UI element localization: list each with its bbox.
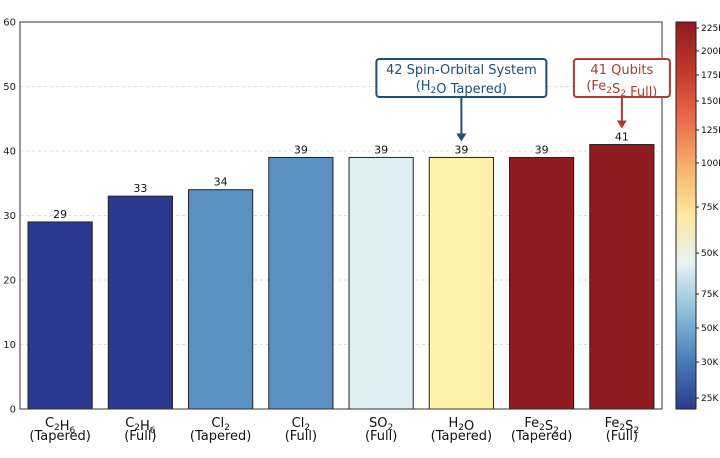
bar xyxy=(509,156,575,410)
annotation-text: 41 Qubits xyxy=(590,63,653,78)
bar-value-label: 29 xyxy=(53,208,67,221)
bars xyxy=(27,144,655,410)
annotation: 42 Spin-Orbital System(H2O Tapered) xyxy=(375,58,548,142)
x-tick-variant: (Tapered) xyxy=(29,429,90,444)
bar-value-label: 39 xyxy=(535,143,549,156)
x-tick-label: SO2 xyxy=(369,416,393,433)
x-tick-label: Fe2S2 xyxy=(605,416,640,436)
colorbar-tick-label: 125K xyxy=(701,126,720,136)
colorbar-tick-label: 100K xyxy=(701,159,720,169)
colorbar-tick-label: 25K xyxy=(701,394,719,404)
colorbar-tick-label: 175K xyxy=(701,71,720,81)
y-tick-label: 40 xyxy=(3,147,16,158)
colorbar-tick-label: 75K xyxy=(701,290,719,300)
y-tick-label: 30 xyxy=(3,211,16,222)
x-tick-variant: (Full) xyxy=(606,429,638,444)
colorbar-tick-label: 200K xyxy=(701,47,720,57)
bar-value-label: 41 xyxy=(615,131,629,144)
y-tick-label: 10 xyxy=(3,340,16,351)
y-tick-label: 20 xyxy=(3,276,16,287)
bar xyxy=(188,189,254,410)
bar xyxy=(348,156,414,410)
annotation-text: 42 Spin-Orbital System xyxy=(386,63,537,78)
colorbar-tick-label: 75K xyxy=(701,203,719,213)
annotations: 42 Spin-Orbital System(H2O Tapered) 41 Qu… xyxy=(375,58,671,142)
colorbar-tick-label: 30K xyxy=(701,358,719,368)
bar-value-label: 33 xyxy=(133,182,147,195)
x-tick-variant: (Full) xyxy=(365,429,397,444)
x-tick-variant: (Tapered) xyxy=(190,429,251,444)
x-tick-label: C2H6 xyxy=(45,416,76,436)
x-tick-variant: (Tapered) xyxy=(511,429,572,444)
bar-value-label: 34 xyxy=(214,176,228,189)
plot-frame xyxy=(19,21,663,410)
annotation-text-sub: (Fe2S2 Full) xyxy=(586,79,657,100)
x-tick-variant: (Tapered) xyxy=(431,429,492,444)
bar-value-label: 39 xyxy=(454,143,468,156)
annotation-text-sub: (H2O Tapered) xyxy=(416,79,507,97)
y-tick-label: 50 xyxy=(3,82,16,93)
x-tick-label: Fe2S2 xyxy=(524,416,559,436)
colorbar-tick-label: 50K xyxy=(701,249,719,259)
colorbar: 225K 200K 175K 150K 125K 100K 75K 50K 75K 50K 30K 2… xyxy=(675,21,720,410)
colorbar-tick-label: 50K xyxy=(701,324,719,334)
bar-value-label: 39 xyxy=(294,143,308,156)
x-tick-label: Cl2 xyxy=(292,416,310,433)
annotation: 41 Qubits(Fe2S2 Full) xyxy=(572,58,671,129)
bar xyxy=(27,221,93,410)
x-tick-variant: (Full) xyxy=(285,429,317,444)
x-tick-label: Cl2 xyxy=(211,416,229,433)
colorbar-tick-label: 225K xyxy=(701,24,720,34)
bar xyxy=(107,195,173,410)
bar xyxy=(268,156,334,410)
arrow-head xyxy=(616,120,627,129)
bar xyxy=(589,144,655,410)
y-tick-label: 0 xyxy=(10,405,16,416)
x-tick-variant: (Full) xyxy=(124,429,156,444)
x-tick-label: H2O xyxy=(449,416,475,434)
y-tick-label: 60 xyxy=(3,18,16,29)
x-tick-label: C2H6 xyxy=(125,416,156,436)
colorbar-tick-label: 150K xyxy=(701,97,720,107)
x-axis-labels: C2H6(Tapered)C2H6(Full)Cl2(Tapered)Cl2(F… xyxy=(29,416,639,444)
arrow-head xyxy=(456,133,467,142)
colorbar-scale xyxy=(675,21,697,410)
bar-value-label: 39 xyxy=(374,143,388,156)
value-labels: 29 33 34 39 39 39 39 41 xyxy=(53,131,629,221)
bar xyxy=(428,156,494,410)
y-axis-ticks: 0 10 20 30 40 50 60 xyxy=(3,18,16,416)
